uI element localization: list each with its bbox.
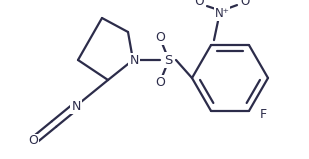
Text: O: O xyxy=(28,135,38,148)
Text: S: S xyxy=(164,53,172,66)
Text: N: N xyxy=(129,53,139,66)
Text: N: N xyxy=(71,100,81,113)
Text: O: O xyxy=(155,31,165,45)
Text: F: F xyxy=(260,108,267,121)
Text: N⁺: N⁺ xyxy=(214,7,230,20)
Text: ⁻O: ⁻O xyxy=(189,0,205,8)
Text: O: O xyxy=(240,0,250,8)
Text: O: O xyxy=(155,76,165,89)
